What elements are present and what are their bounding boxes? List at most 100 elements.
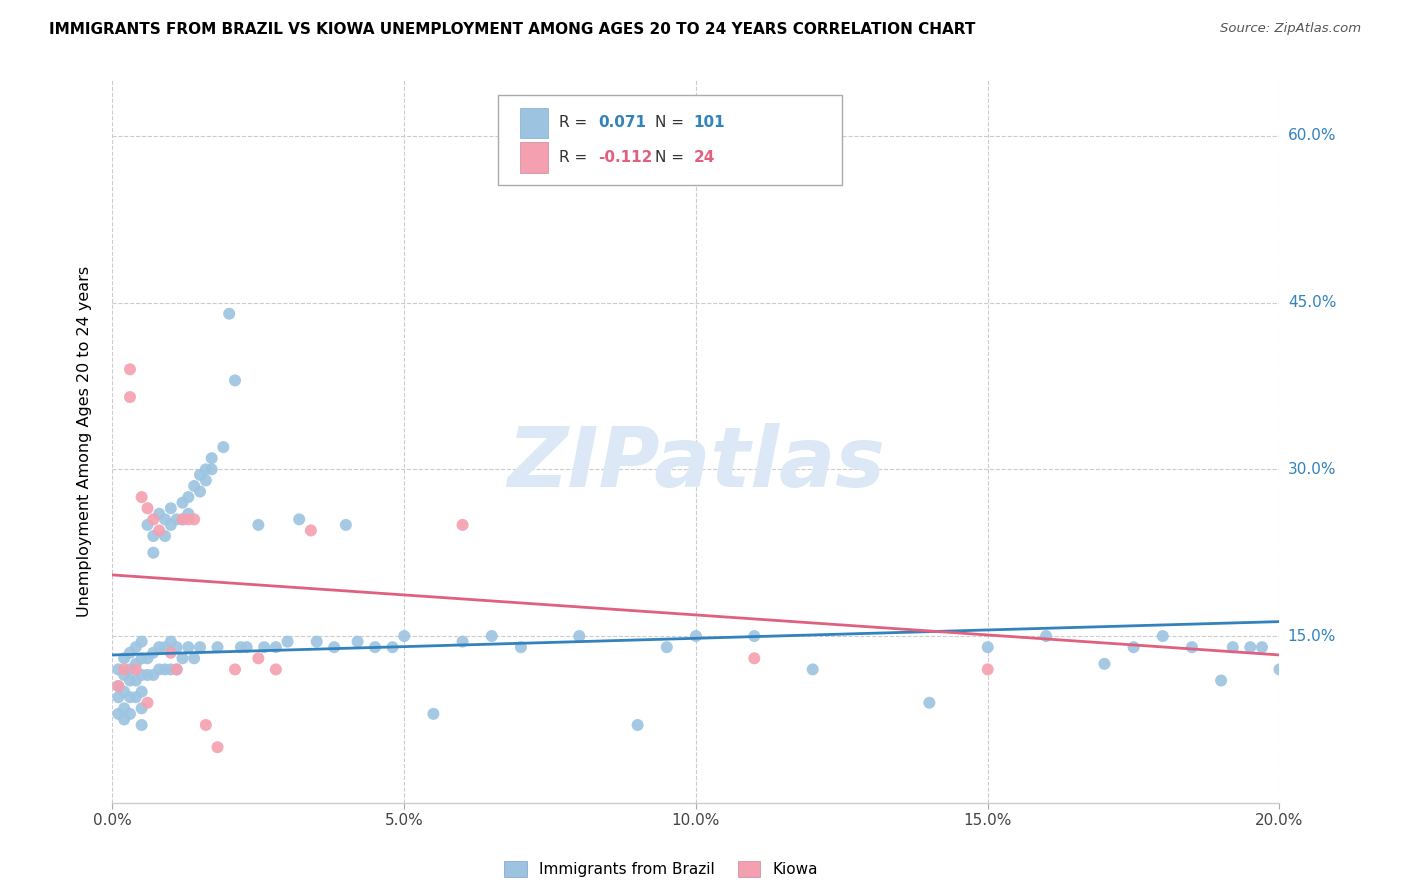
Point	[131, 701, 153, 715]
Point	[177, 490, 200, 504]
Point	[112, 662, 135, 676]
Point	[224, 662, 246, 676]
Point	[742, 629, 765, 643]
Point	[131, 668, 153, 682]
Point	[188, 467, 211, 482]
Text: Source: ZipAtlas.com: Source: ZipAtlas.com	[1220, 22, 1361, 36]
Point	[131, 651, 153, 665]
Point	[201, 451, 224, 466]
Point	[481, 629, 503, 643]
Point	[801, 662, 824, 676]
Point	[118, 673, 141, 688]
Point	[172, 651, 194, 665]
Point	[160, 646, 183, 660]
Point	[107, 706, 129, 721]
Point	[118, 390, 141, 404]
Point	[172, 496, 194, 510]
Point	[976, 640, 998, 655]
Point	[742, 651, 765, 665]
Point	[1035, 629, 1057, 643]
Text: ZIPatlas: ZIPatlas	[508, 423, 884, 504]
Point	[131, 718, 153, 732]
Point	[1094, 657, 1116, 671]
Text: -0.112: -0.112	[598, 150, 652, 165]
Point	[131, 684, 153, 698]
Point	[153, 662, 176, 676]
FancyBboxPatch shape	[498, 95, 842, 185]
Point	[194, 462, 217, 476]
Text: IMMIGRANTS FROM BRAZIL VS KIOWA UNEMPLOYMENT AMONG AGES 20 TO 24 YEARS CORRELATI: IMMIGRANTS FROM BRAZIL VS KIOWA UNEMPLOY…	[49, 22, 976, 37]
Point	[1209, 673, 1232, 688]
Point	[142, 546, 165, 560]
Point	[183, 479, 205, 493]
Point	[177, 640, 200, 655]
Point	[107, 679, 129, 693]
Point	[627, 718, 650, 732]
Y-axis label: Unemployment Among Ages 20 to 24 years: Unemployment Among Ages 20 to 24 years	[77, 266, 91, 617]
Point	[207, 740, 229, 755]
Point	[188, 484, 211, 499]
Point	[288, 512, 311, 526]
Point	[112, 651, 135, 665]
Point	[172, 512, 194, 526]
Point	[264, 640, 287, 655]
Point	[153, 640, 176, 655]
Point	[166, 662, 188, 676]
Point	[166, 640, 188, 655]
Point	[107, 679, 129, 693]
Point	[112, 668, 135, 682]
Text: R =: R =	[560, 150, 592, 165]
Point	[346, 634, 368, 648]
Point	[148, 662, 170, 676]
Text: N =: N =	[655, 150, 689, 165]
Text: 60.0%: 60.0%	[1288, 128, 1336, 144]
Point	[1251, 640, 1274, 655]
Point	[1122, 640, 1144, 655]
Point	[253, 640, 276, 655]
Point	[172, 512, 194, 526]
Point	[305, 634, 328, 648]
Point	[107, 690, 129, 705]
Point	[1181, 640, 1204, 655]
Point	[125, 673, 148, 688]
Point	[148, 524, 170, 538]
Point	[142, 668, 165, 682]
Point	[364, 640, 387, 655]
Text: R =: R =	[560, 115, 592, 130]
Point	[112, 701, 135, 715]
Point	[976, 662, 998, 676]
Text: 15.0%: 15.0%	[1288, 629, 1336, 643]
Point	[655, 640, 678, 655]
Point	[299, 524, 322, 538]
Point	[381, 640, 404, 655]
Point	[160, 501, 183, 516]
Point	[1152, 629, 1174, 643]
Point	[112, 684, 135, 698]
Point	[1268, 662, 1291, 676]
Point	[183, 512, 205, 526]
Point	[183, 651, 205, 665]
Point	[451, 517, 474, 532]
Point	[125, 690, 148, 705]
Point	[188, 640, 211, 655]
Point	[422, 706, 444, 721]
Point	[118, 706, 141, 721]
Point	[247, 651, 270, 665]
Point	[131, 634, 153, 648]
Point	[136, 696, 159, 710]
Point	[142, 529, 165, 543]
Text: 101: 101	[693, 115, 725, 130]
Point	[335, 517, 357, 532]
Text: 45.0%: 45.0%	[1288, 295, 1336, 310]
Point	[276, 634, 298, 648]
Point	[118, 662, 141, 676]
Point	[160, 517, 183, 532]
Point	[568, 629, 591, 643]
Point	[125, 640, 148, 655]
Point	[394, 629, 416, 643]
Point	[131, 490, 153, 504]
Point	[142, 512, 165, 526]
Point	[235, 640, 257, 655]
Point	[194, 718, 217, 732]
Point	[218, 307, 240, 321]
